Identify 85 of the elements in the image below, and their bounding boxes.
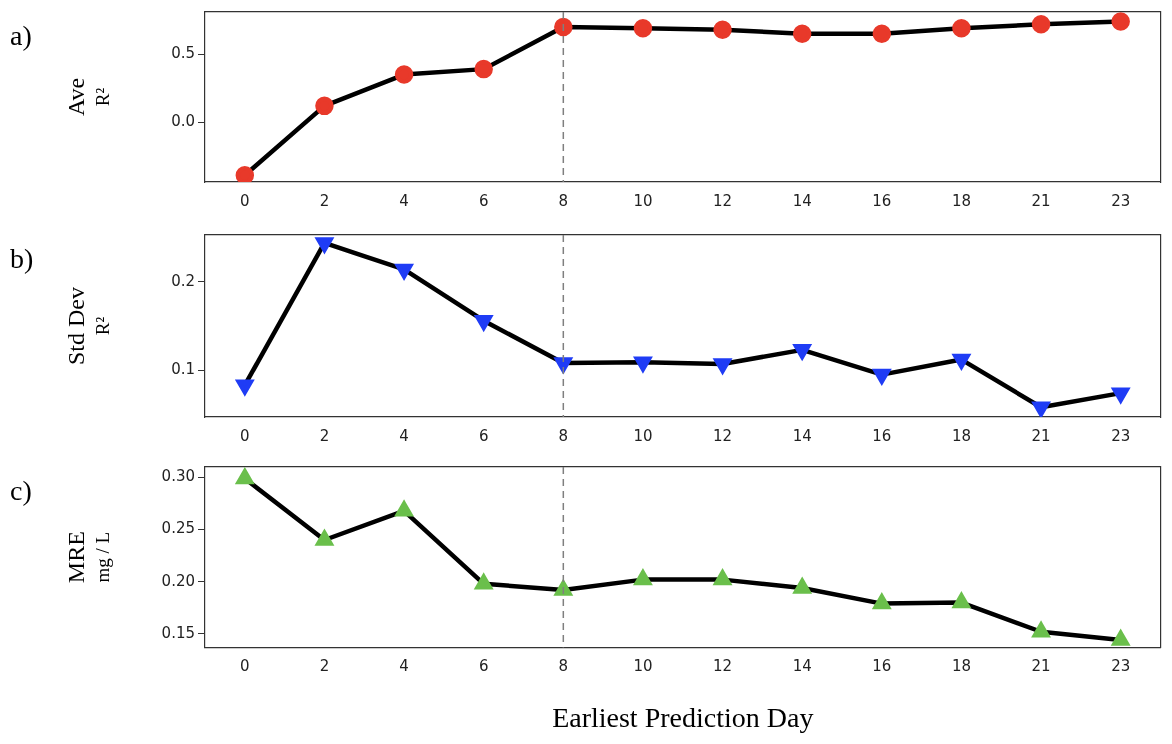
x-tick-label: 4 [399,426,409,445]
x-tick-label: 16 [872,657,892,676]
y-tick-label: 0.0 [171,112,195,131]
text: b) [10,243,34,275]
y-tick-label: 0.2 [171,271,195,290]
y-axis-title: Std Dev R² [63,287,113,365]
x-tick-label: 23 [1111,191,1131,210]
x-tick-label: 10 [633,657,653,676]
x-tick-label: 4 [399,657,409,676]
x-tick-label: 0 [240,657,250,676]
point [952,19,971,38]
x-tick-label: 8 [558,657,569,676]
point [1031,14,1051,34]
x-tick-label: 2 [319,426,330,445]
text: a) [10,20,32,52]
y-tick-label: 0.20 [161,571,195,590]
point [394,499,414,517]
point [714,570,731,586]
point [633,356,653,374]
point [1110,387,1131,405]
y-tick-label: 0.15 [161,623,195,642]
x-tick-label: 18 [951,191,971,210]
x-tick-label: 6 [478,657,489,676]
x-tick-label: 21 [1031,426,1051,445]
x-tick-label: 8 [558,426,569,445]
point [315,96,334,116]
point [395,263,413,279]
x-tick-label: 14 [792,657,812,676]
point [1111,12,1130,31]
x-tick-label: 2 [319,191,330,210]
point [1110,628,1131,646]
point [634,570,652,586]
x-tick-label: 4 [399,191,409,210]
y-tick-label: 0.1 [171,360,195,379]
x-tick-label: 16 [872,426,892,445]
point [873,368,891,384]
x-tick-label: 16 [872,191,892,210]
point [474,59,493,79]
point [873,594,891,610]
x-tick-label: 23 [1111,657,1131,676]
x-tick-label: 6 [478,191,489,210]
y-tick-label: 0.5 [171,44,195,63]
x-tick-label: 12 [713,426,733,445]
x-tick-label: 14 [792,191,812,210]
x-tick-label: 2 [319,657,330,676]
point [792,24,812,44]
point [1031,620,1051,638]
x-tick-label: 23 [1111,426,1131,445]
point [314,237,335,255]
x-tick-label: 14 [792,426,812,445]
y-tick-label: 0.25 [161,519,195,538]
point [555,580,572,596]
x-tick-label: 0 [240,426,250,445]
x-tick-label: 12 [713,657,733,676]
x-tick-label: 10 [633,426,653,445]
point [314,528,335,546]
y-axis-title: Ave R² [63,77,113,117]
x-axis-title: Earliest Prediction Day [552,701,814,733]
x-tick-label: 6 [478,426,489,445]
x-tick-label: 21 [1031,191,1051,210]
point [713,20,732,39]
point [633,19,653,38]
point [235,165,255,182]
point [792,344,812,362]
x-tick-label: 18 [951,426,971,445]
y-axis-title: MRE mg / L [63,531,113,584]
point [1032,401,1050,417]
y-tick-label: 0.30 [161,467,195,486]
point [872,24,892,44]
point [792,576,812,594]
point [394,65,414,84]
x-tick-label: 0 [240,191,250,210]
x-tick-label: 18 [951,657,971,676]
x-tick-label: 10 [633,191,653,210]
point [236,469,254,485]
text: c) [10,475,32,507]
point [953,593,970,609]
point [712,358,733,376]
x-tick-label: 12 [713,191,733,210]
point [473,572,494,590]
x-tick-label: 21 [1031,657,1051,676]
point [554,17,573,37]
point [235,379,255,397]
x-tick-label: 8 [558,191,569,210]
point [553,357,574,375]
